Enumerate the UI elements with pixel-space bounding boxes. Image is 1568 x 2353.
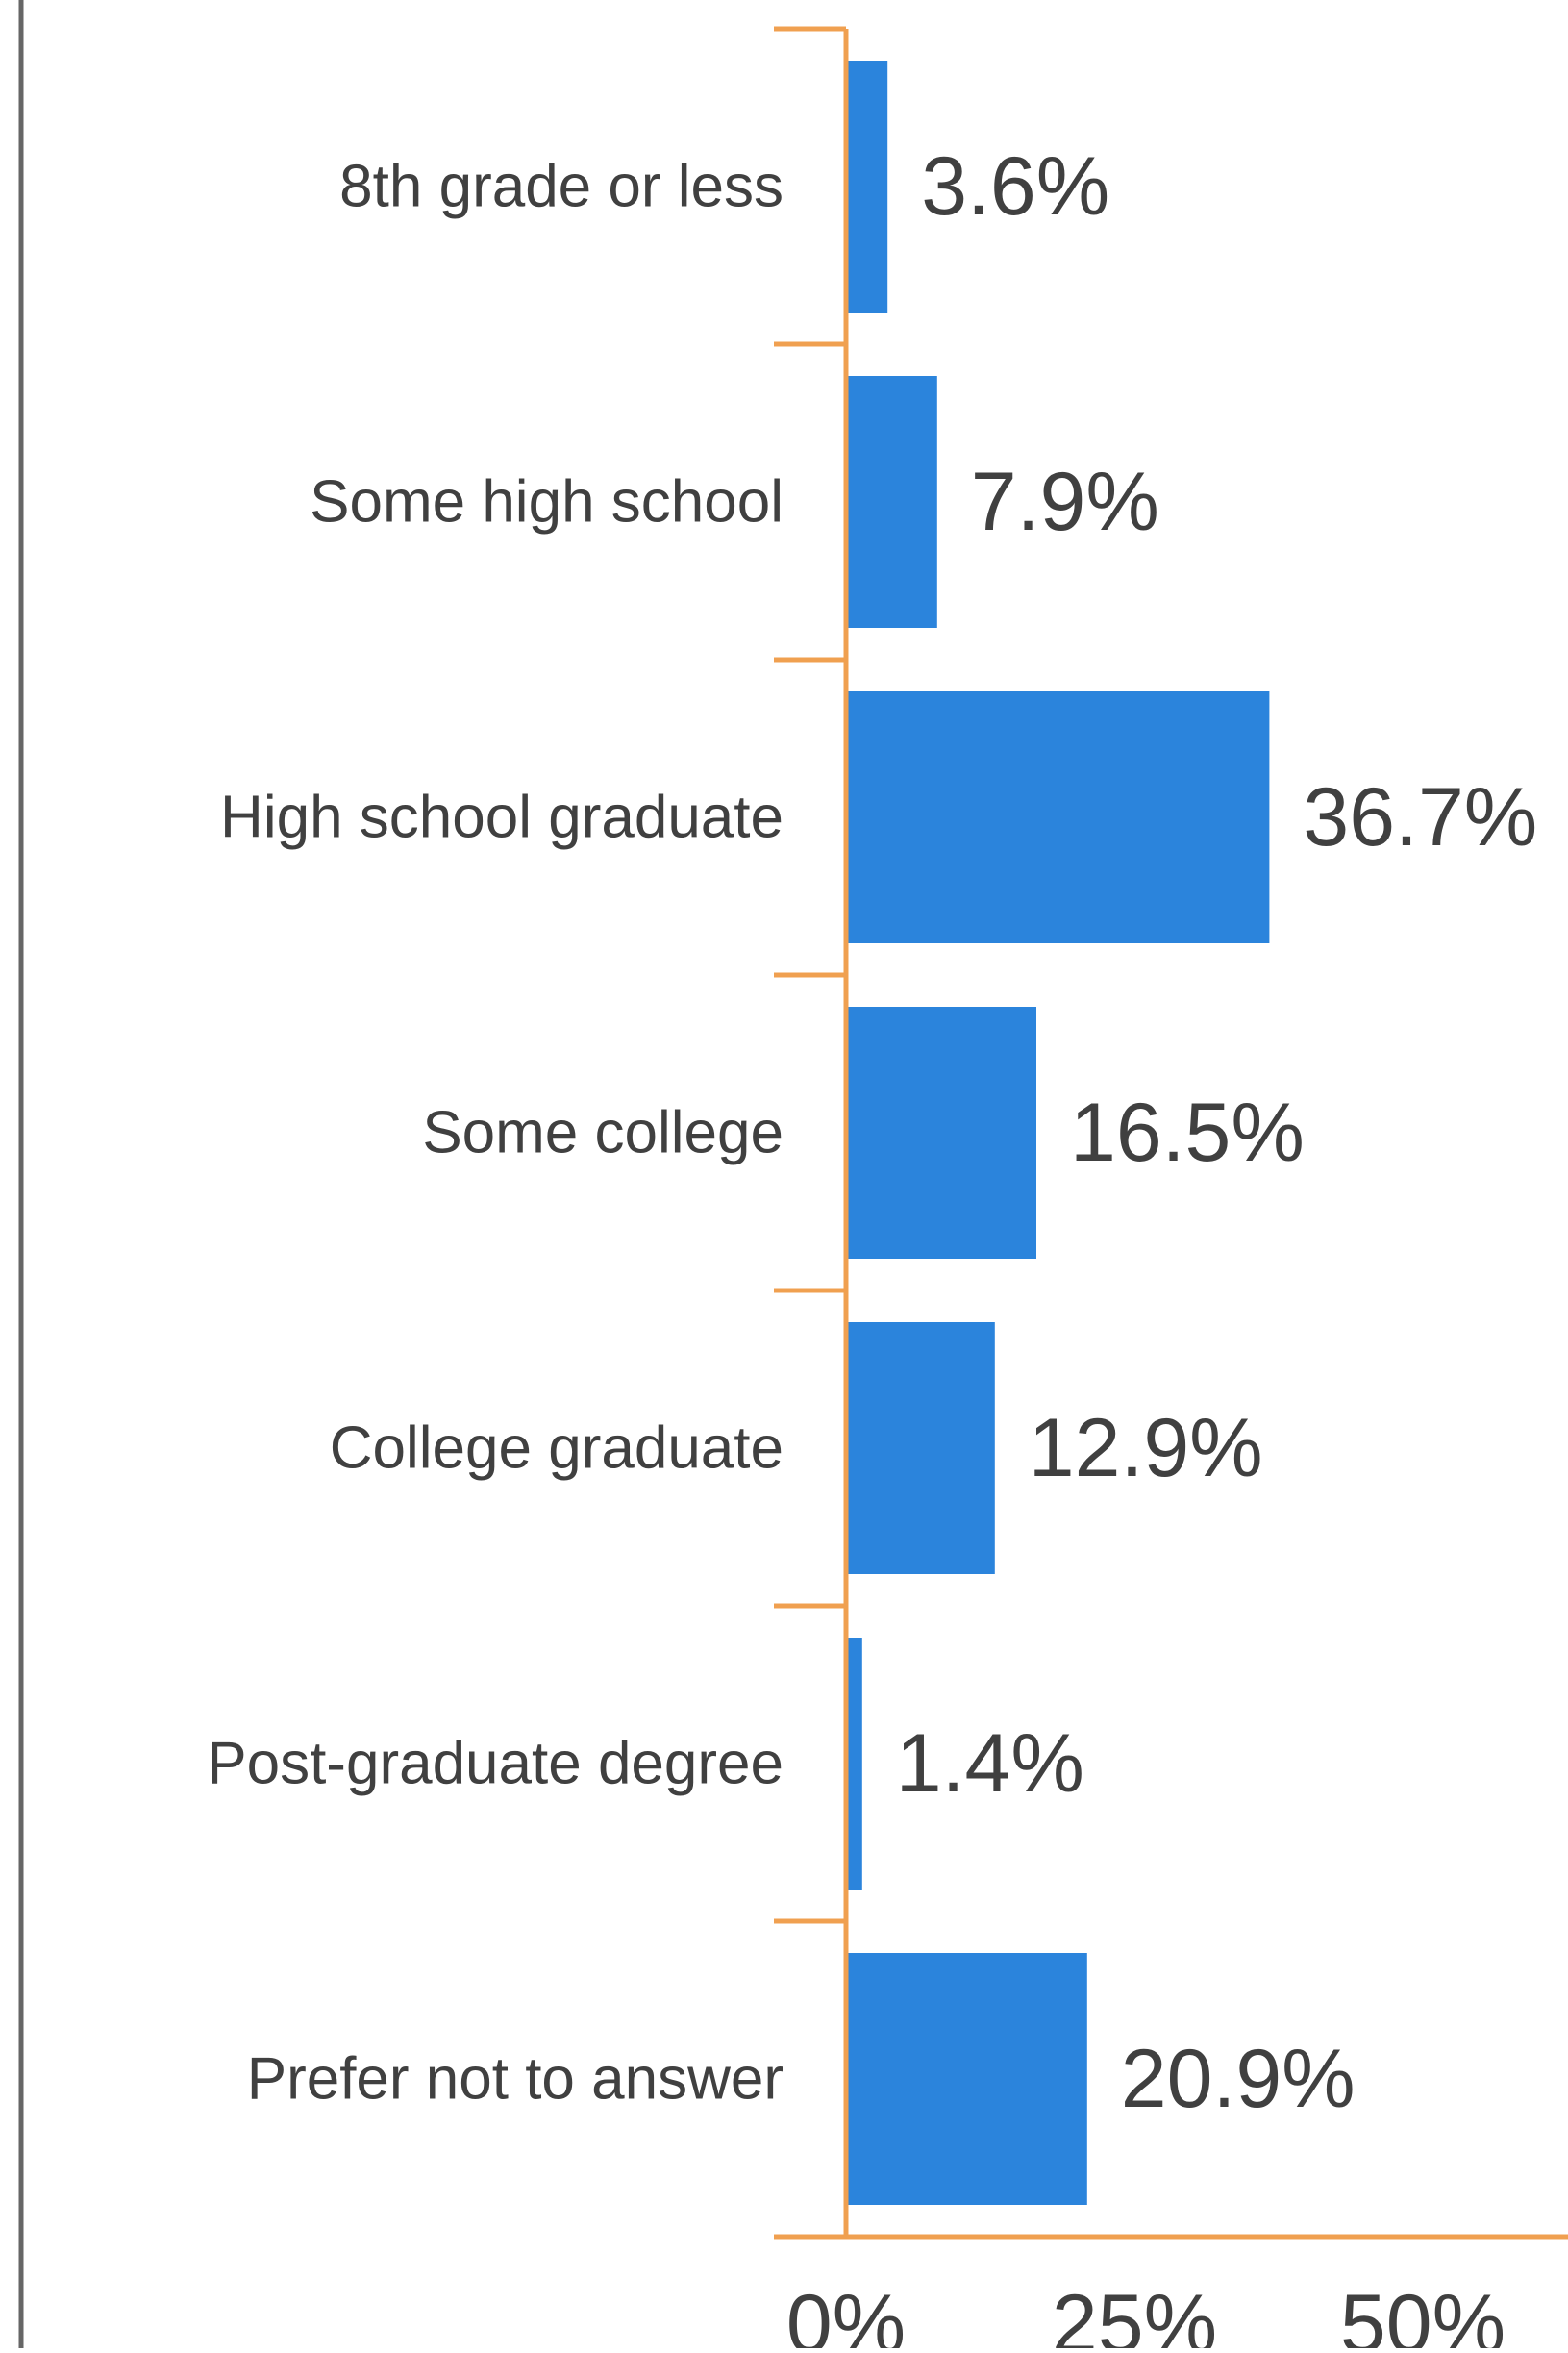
x-tick-label-0: 0% <box>786 2278 906 2348</box>
category-label-prefer-not-to-answer: Prefer not to answer <box>247 2046 784 2113</box>
data-label-some-high-school: 7.9% <box>971 456 1159 548</box>
bar-prefer-not-to-answer <box>846 1953 1087 2205</box>
category-label-some-college: Some college <box>422 1100 784 1166</box>
axes-group <box>774 26 1568 2240</box>
bar-8th-grade-or-less <box>846 61 888 313</box>
data-label-prefer-not-to-answer: 20.9% <box>1121 2033 1356 2125</box>
data-label-high-school-graduate: 36.7% <box>1303 771 1537 864</box>
data-label-8th-grade-or-less: 3.6% <box>921 140 1109 233</box>
bar-some-high-school <box>846 376 937 628</box>
data-label-post-graduate-degree: 1.4% <box>896 1717 1084 1810</box>
category-label-college-graduate: College graduate <box>330 1415 784 1482</box>
data-label-college-graduate: 12.9% <box>1029 1402 1263 1494</box>
bar-some-college <box>846 1007 1036 1259</box>
data-label-some-college: 16.5% <box>1070 1087 1305 1179</box>
x-tick-label-50: 50% <box>1340 2278 1506 2348</box>
bars-group <box>846 61 1270 2205</box>
category-label-high-school-graduate: High school graduate <box>220 785 784 851</box>
bar-post-graduate-degree <box>846 1638 862 1890</box>
bar-college-graduate <box>846 1322 995 1574</box>
category-label-some-high-school: Some high school <box>310 469 784 536</box>
data-labels-group: 3.6% 7.9% 36.7% 16.5% 12.9% 1.4% 20.9% <box>896 140 1537 2125</box>
category-label-8th-grade-or-less: 8th grade or less <box>339 154 784 220</box>
x-tick-labels-group: 0% 25% 50% <box>786 2278 1506 2353</box>
bar-high-school-graduate <box>846 691 1270 943</box>
category-labels-group: 8th grade or less Some high school High sc… <box>207 154 784 2113</box>
x-tick-label-25: 25% <box>1052 2278 1217 2348</box>
category-label-post-graduate-degree: Post-graduate degree <box>207 1731 784 1797</box>
